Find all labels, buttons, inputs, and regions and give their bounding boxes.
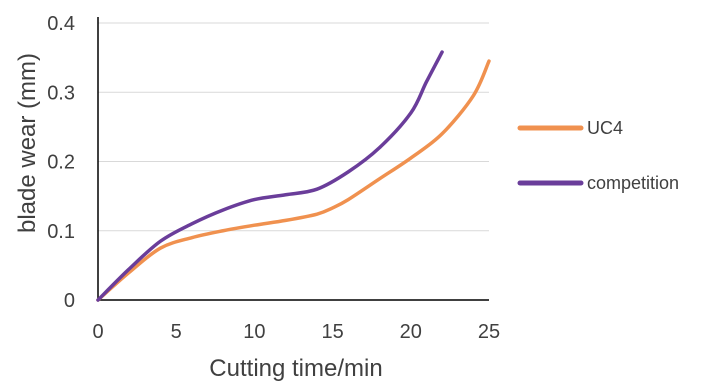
y-tick-label: 0	[64, 290, 75, 312]
y-tick-label: 0.2	[47, 152, 75, 174]
x-axis-title: Cutting time/min	[209, 355, 382, 382]
gridlines	[98, 22, 489, 232]
x-tick-label: 0	[92, 321, 103, 343]
axes	[97, 17, 489, 301]
series-line-competition	[96, 50, 444, 302]
y-axis-title: blade wear (mm)	[14, 53, 41, 233]
legend-label-competition: competition	[587, 173, 679, 193]
legend: UC4 competition	[517, 118, 679, 193]
y-tick-label: 0.3	[47, 82, 75, 104]
series-group	[96, 50, 491, 302]
series-line-uc4	[96, 59, 491, 302]
tick-labels: 0 0.1 0.2 0.3 0.4 0 5 10 15 20 25	[47, 13, 500, 343]
y-tick-label: 0.4	[47, 13, 75, 35]
x-tick-label: 15	[321, 321, 343, 343]
x-tick-label: 25	[478, 321, 500, 343]
legend-label-uc4: UC4	[587, 118, 623, 138]
x-tick-label: 5	[171, 321, 182, 343]
y-tick-label: 0.1	[47, 221, 75, 243]
x-tick-label: 20	[400, 321, 422, 343]
x-tick-label: 10	[243, 321, 265, 343]
